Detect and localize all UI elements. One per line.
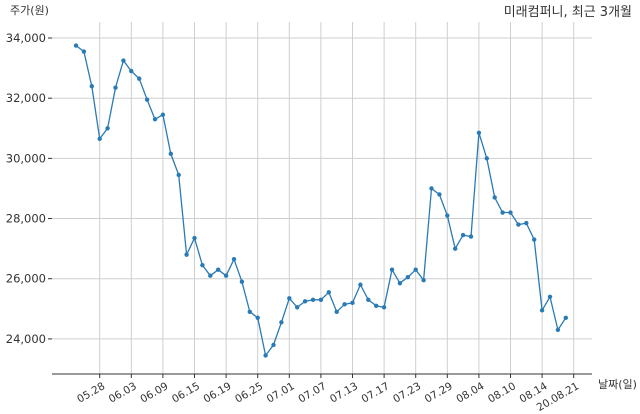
y-tick-label: 24,000 [6,332,46,346]
data-point [263,353,268,358]
data-point [429,186,434,191]
data-point [421,278,426,283]
data-point [374,303,379,309]
y-tick-label: 32,000 [6,91,46,105]
data-point [547,294,553,299]
data-point [255,315,260,321]
data-point [389,267,395,272]
data-point [318,297,324,302]
data-point [532,237,537,242]
data-point [500,210,505,215]
data-point [405,275,410,280]
data-point [539,308,545,313]
x-tick-label: 08.10 [486,380,518,405]
data-point [516,222,521,227]
data-point [350,300,355,305]
grid [52,22,592,374]
data-point [555,327,561,333]
data-point [524,220,529,226]
data-point [105,126,110,131]
data-point [326,290,331,295]
data-point [279,320,284,325]
data-point [73,43,79,48]
x-tick-label: 06.25 [233,380,265,405]
x-tick-label: 06.15 [170,380,202,405]
data-point [129,68,134,74]
x-tick-label: 07.23 [391,380,423,405]
y-axis: 24,000 26,000 28,000 30,000 32,000 34,000 [6,31,52,346]
data-point [137,76,142,81]
x-tick-label: 07.01 [265,380,297,405]
y-tick-label: 30,000 [6,151,46,165]
data-point [342,302,347,307]
x-tick-label: 06.09 [138,380,170,405]
data-point [121,58,126,63]
data-point [223,273,229,278]
data-point [302,299,308,304]
data-point [476,130,482,135]
data-point [445,213,450,218]
data-point [508,210,513,215]
data-point [334,309,339,315]
data-point [484,156,489,161]
x-tick-label: 07.29 [423,380,455,405]
x-tick-label: 06.19 [202,380,234,405]
y-tick-label: 34,000 [6,31,46,45]
x-tick-label: 07.17 [360,380,392,405]
chart-title: 미래컴퍼니, 최근 3개월 [504,5,632,20]
y-tick-label: 28,000 [6,212,46,226]
data-point [437,192,442,197]
data-point [247,309,252,315]
data-point [492,195,497,200]
data-point [563,315,568,321]
data-point [397,281,403,286]
data-point [310,297,316,302]
x-tick-label: 07.13 [328,380,360,405]
data-point [208,273,213,278]
x-tick-label: 07.07 [296,380,328,405]
data-point [358,282,363,287]
data-point [271,342,276,348]
data-point [152,117,158,122]
data-point [239,279,245,284]
data-point [168,151,173,157]
x-tick-label: 06.03 [107,380,139,405]
data-point [89,83,95,89]
y-axis-label: 주가(원) [10,4,49,17]
data-point [460,232,466,238]
data-point [184,252,189,257]
x-axis: 05.28 06.03 06.09 06.15 06.19 06.25 07.01 07.07… [75,374,581,414]
data-point [192,235,197,241]
data-point [381,305,387,310]
data-point [81,49,87,54]
data-point [287,296,292,301]
y-tick-label: 26,000 [6,272,46,286]
data-point [216,267,221,272]
x-tick-label: 05.28 [75,380,107,405]
data-point [200,262,205,268]
data-points [73,43,568,358]
data-point [413,267,418,272]
data-point [160,112,166,117]
data-point [144,97,150,102]
data-point [97,136,102,142]
data-point [468,234,474,239]
data-point [366,297,371,302]
data-point [113,85,118,90]
data-point [231,256,237,262]
x-tick-label: 08.04 [454,380,486,406]
data-point [453,246,458,251]
data-point [295,305,300,310]
data-point [176,172,181,178]
x-axis-label: 날짜(일) [598,377,637,391]
